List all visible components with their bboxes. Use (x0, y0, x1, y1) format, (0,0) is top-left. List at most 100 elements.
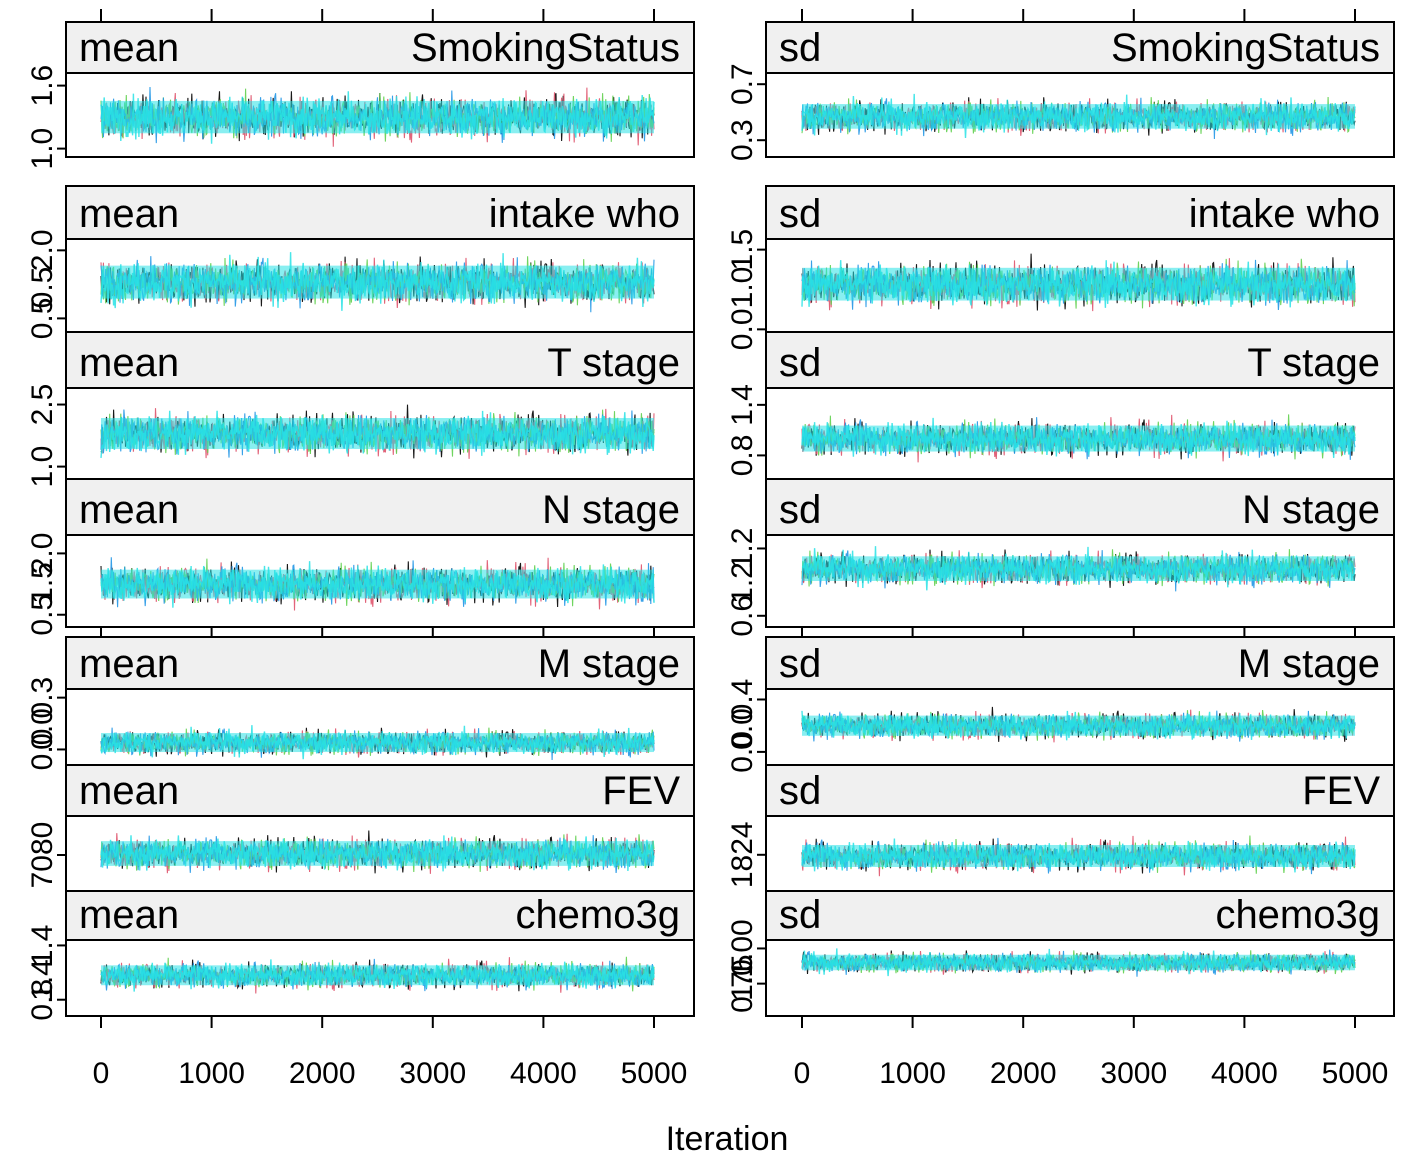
y-tick-label: 0.3 (26, 677, 59, 719)
strip-stat-label: mean (79, 26, 179, 70)
strip-variable-label: N stage (1242, 488, 1380, 532)
y-tick-label: 0.75 (726, 954, 759, 1012)
strip (765, 21, 1395, 74)
panel-mean-SmokingStatus: mean SmokingStatus 1.0 1.6 (26, 21, 695, 170)
y-tick-label: 7080 (26, 822, 59, 889)
strip-stat-label: mean (79, 642, 179, 686)
plot-frame (65, 72, 695, 158)
plot-frame (765, 939, 1395, 1017)
strip-stat-label: sd (779, 893, 821, 937)
strip-variable-label: FEV (602, 769, 680, 813)
strip-stat-label: mean (79, 893, 179, 937)
y-tick-label: 0.7 (726, 63, 759, 105)
x-tick-label: 2000 (289, 1057, 356, 1090)
y-tick-label: 0.6 (726, 595, 759, 637)
strip (65, 185, 695, 240)
panel-sd-FEV: sd FEV 1824 (726, 764, 1395, 892)
y-tick-label: 0.5 (26, 594, 59, 636)
plot-frame (765, 72, 1395, 158)
strip-variable-label: SmokingStatus (1111, 26, 1380, 70)
strip-variable-label: T stage (547, 341, 680, 385)
panel-sd-chemo3g: sd chemo3g 0.751.001.0 (726, 890, 1395, 1017)
strip-stat-label: sd (779, 488, 821, 532)
y-tick-label-overlap: 1.4 (26, 959, 59, 1001)
y-tick-label: 0.0 (26, 729, 59, 771)
chain-5-band (802, 425, 1355, 452)
strip (65, 890, 695, 941)
y-tick-label-overlap: 1.0 (726, 267, 759, 309)
plot-frame (65, 939, 695, 1017)
x-tick-label: 5000 (621, 1057, 688, 1090)
strip-variable-label: N stage (542, 488, 680, 532)
y-tick-label-overlap: 0.0 (726, 708, 759, 750)
panel-sd-SmokingStatus: sd SmokingStatus 0.3 0.7 (726, 21, 1395, 161)
strip-stat-label: mean (79, 488, 179, 532)
x-axis-label: Iteration (666, 1120, 789, 1157)
strip (765, 890, 1395, 941)
y-tick-label: 1.4 (26, 925, 59, 967)
strip-variable-label: chemo3g (1215, 893, 1380, 937)
x-tick-label: 2000 (990, 1057, 1057, 1090)
chain-5-band (802, 954, 1355, 971)
strip-variable-label: T stage (1247, 341, 1380, 385)
x-tick-label: 0 (794, 1057, 811, 1090)
chain-5-band (802, 845, 1355, 867)
strip-variable-label: intake who (489, 192, 680, 236)
strip-variable-label: M stage (538, 642, 680, 686)
strip-stat-label: mean (79, 769, 179, 813)
y-tick-label: 1.0 (26, 446, 59, 488)
strip-stat-label: mean (79, 192, 179, 236)
y-tick-label: 0.3 (726, 119, 759, 161)
chain-5-band (101, 569, 654, 599)
y-tick-label: 0.4 (726, 679, 759, 721)
x-tick-label: 4000 (510, 1057, 577, 1090)
x-tick-label: 3000 (1100, 1057, 1167, 1090)
x-tick-label: 0 (93, 1057, 110, 1090)
strip-stat-label: sd (779, 26, 821, 70)
y-tick-label: 0.0 (726, 308, 759, 350)
plot-frame (65, 688, 695, 766)
y-tick-label: 0.8 (26, 979, 59, 1021)
strip-variable-label: SmokingStatus (411, 26, 680, 70)
y-tick-label-overlap: 0.0 (26, 708, 59, 750)
y-tick-label: 1.00 (726, 919, 759, 977)
chain-5-band (101, 841, 654, 866)
y-tick-label: 1824 (726, 821, 759, 888)
chain-5-band (802, 556, 1355, 581)
y-tick-label: 1.0 (26, 128, 59, 170)
chain-5-band (802, 715, 1355, 736)
plot-frame (765, 534, 1395, 628)
x-tick-label: 4000 (1211, 1057, 1278, 1090)
panel-mean-T_stage: mean T stage 1.0 2.5 (26, 331, 695, 488)
chain-5-band (101, 965, 654, 986)
y-tick-label: 0.0 (726, 731, 759, 773)
strip (765, 185, 1395, 240)
strip (765, 331, 1395, 389)
panel-sd-intake_who: sd intake who 0.0 1.51.0 (726, 185, 1395, 350)
y-tick-label: 2.0 (26, 533, 59, 575)
y-tick-label: 2.0 (26, 229, 59, 271)
x-tick-label: 1000 (879, 1057, 946, 1090)
strip (765, 764, 1395, 817)
chain-5-band (802, 104, 1355, 129)
strip-stat-label: sd (779, 192, 821, 236)
chain-5-band (802, 267, 1355, 301)
y-tick-label: 1.2 (726, 528, 759, 570)
x-tick-label: 3000 (399, 1057, 466, 1090)
strip-stat-label: sd (779, 341, 821, 385)
y-tick-label-overlap: 1.0 (726, 959, 759, 1001)
y-tick-label-overlap: 1.2 (726, 562, 759, 604)
plot-frame (65, 534, 695, 628)
strip (65, 21, 695, 74)
strip (65, 331, 695, 389)
chain-5-band (101, 418, 654, 449)
y-tick-label: 1.6 (26, 65, 59, 107)
strip (65, 764, 695, 817)
strip-stat-label: mean (79, 341, 179, 385)
y-tick-label: 0.8 (726, 435, 759, 477)
